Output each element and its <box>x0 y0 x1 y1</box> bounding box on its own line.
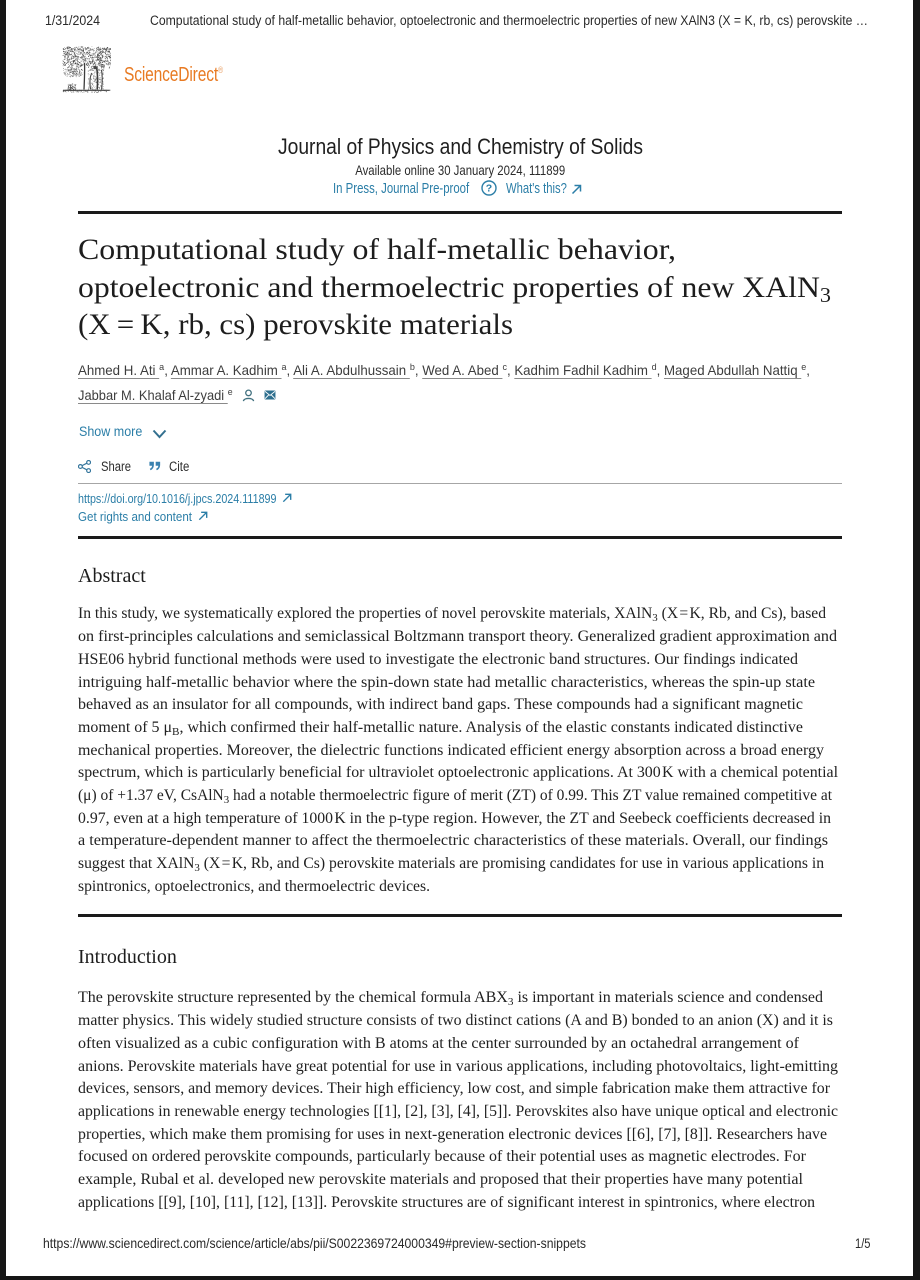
svg-text:?: ? <box>486 183 492 195</box>
